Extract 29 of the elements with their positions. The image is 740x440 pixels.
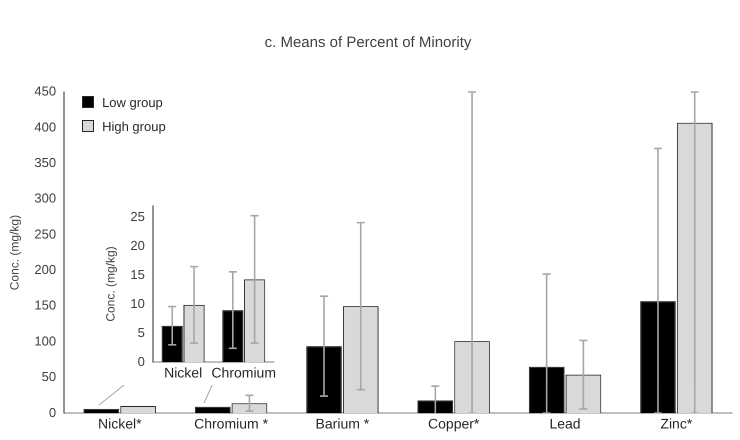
x-tick-label: Chromium * bbox=[194, 415, 269, 432]
y-tick-label: 0 bbox=[138, 354, 145, 369]
y-tick-label: 150 bbox=[34, 298, 56, 313]
y-tick-label: 0 bbox=[48, 404, 56, 420]
y-tick-label: 5 bbox=[138, 324, 145, 340]
x-tick-label: Zinc* bbox=[660, 415, 693, 432]
y-tick-label: 450 bbox=[34, 84, 56, 99]
y-tick-label: 350 bbox=[34, 154, 56, 170]
y-tick-label: 20 bbox=[130, 238, 145, 253]
y-tick-label: 400 bbox=[34, 119, 56, 134]
x-tick-label: Lead bbox=[549, 415, 581, 432]
y-tick-label: 250 bbox=[34, 226, 56, 242]
y-tick-label: 50 bbox=[42, 369, 56, 384]
x-tick-label: Chromium bbox=[211, 364, 276, 380]
y-axis-title: Conc. (mg/kg) bbox=[104, 246, 118, 322]
legend-label: High group bbox=[102, 118, 166, 134]
y-tick-label: 200 bbox=[34, 262, 56, 278]
chart-title: c. Means of Percent of Minority bbox=[264, 34, 472, 52]
x-tick-label: Barium * bbox=[316, 415, 370, 432]
y-tick-label: 25 bbox=[130, 208, 145, 224]
legend-label: Low group bbox=[102, 94, 163, 110]
y-tick-label: 300 bbox=[34, 190, 56, 206]
x-tick-label: Copper* bbox=[428, 415, 480, 432]
x-tick-label: Nickel bbox=[164, 364, 202, 380]
y-tick-label: 15 bbox=[130, 266, 145, 282]
y-tick-label: 100 bbox=[34, 333, 56, 348]
x-tick-label: Nickel* bbox=[98, 415, 142, 432]
y-tick-label: 10 bbox=[130, 296, 145, 311]
y-axis-title: Conc. (mg/kg) bbox=[8, 214, 22, 290]
